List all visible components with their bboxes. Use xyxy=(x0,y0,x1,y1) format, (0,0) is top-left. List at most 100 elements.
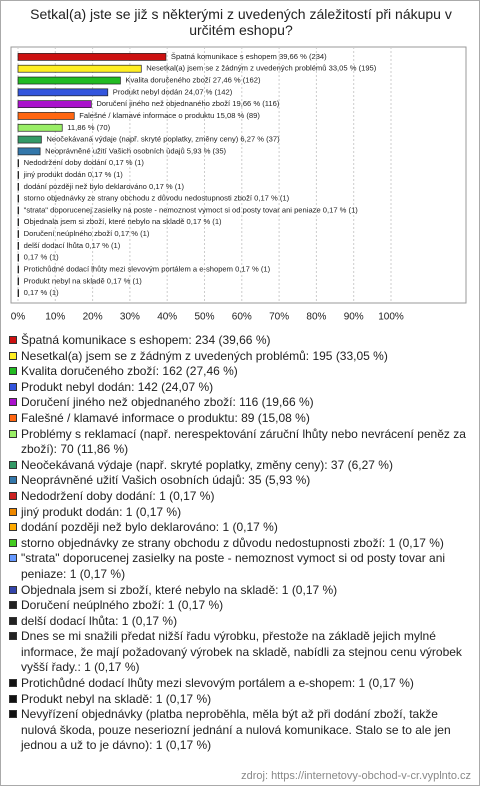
bar-label: Produkt nebyl dodán 24,07 % (142) xyxy=(113,87,233,96)
legend-swatch xyxy=(9,491,17,500)
legend-swatch xyxy=(9,679,17,688)
legend-item: Doručení neúplného zboží: 1 (0,17 %) xyxy=(9,598,475,614)
legend-swatch xyxy=(9,616,17,625)
bar xyxy=(17,135,42,144)
legend-item: Neočekávaná výdaje (např. skryté poplatk… xyxy=(9,458,475,474)
legend-label: Nedodržení doby dodání: 1 (0,17 %) xyxy=(21,488,215,503)
bar-label: Doručení neúplného zboží 0,17 % (1) xyxy=(24,229,150,238)
bar xyxy=(17,100,92,108)
x-tick-label: 100% xyxy=(378,312,404,323)
legend-swatch xyxy=(9,585,17,594)
legend-swatch xyxy=(9,476,17,485)
bar xyxy=(17,159,19,168)
chart-title: Setkal(a) jste se již s některými z uved… xyxy=(30,6,452,38)
bar xyxy=(17,76,121,85)
legend-item: Nedodržení doby dodání: 1 (0,17 %) xyxy=(9,489,475,505)
bar-label: jiný produkt dodán 0,17 % (1) xyxy=(23,170,124,179)
legend-label: Doručení neúplného zboží: 1 (0,17 %) xyxy=(21,598,224,613)
bar xyxy=(17,265,19,274)
legend-label: Problémy s reklamací (např. nerespektová… xyxy=(21,426,466,457)
legend-label: Produkt nebyl na skladě: 1 (0,17 %) xyxy=(21,691,212,706)
bar xyxy=(17,230,19,238)
legend-label: jiný produkt dodán: 1 (0,17 %) xyxy=(21,504,182,519)
x-tick-label: 20% xyxy=(83,312,103,323)
legend-swatch xyxy=(9,367,17,376)
legend-label: storno objednávky ze strany obchodu z dů… xyxy=(21,535,444,550)
bar-label: Falešné / klamavé informace o produktu 1… xyxy=(79,111,260,120)
bar-label: delší dodací lhůta 0,17 % (1) xyxy=(24,241,121,250)
x-tick-label: 80% xyxy=(306,312,326,323)
legend-label: Produkt nebyl dodán: 142 (24,07 %) xyxy=(21,379,214,394)
legend-swatch xyxy=(9,460,17,469)
bar-label: Nesetkal(a) jsem se z žádným z uvedených… xyxy=(146,64,377,73)
source: zdroj: https://internetovy-obchod-v-cr.v… xyxy=(241,770,471,782)
legend-item: Kvalita doručeného zboží: 162 (27,46 %) xyxy=(9,364,475,380)
bar-label: Kvalita doručeného zboží 27,46 % (162) xyxy=(125,76,261,85)
legend-swatch xyxy=(9,601,17,610)
x-tick-label: 0% xyxy=(11,312,26,323)
bar xyxy=(17,112,75,120)
bar xyxy=(17,218,19,227)
legend-item: Dnes se mi snažili předat nižší řadu výr… xyxy=(9,629,475,676)
legend-label: Falešné / klamavé informace o produktu: … xyxy=(21,410,310,425)
x-tick-label: 40% xyxy=(157,312,177,323)
legend-label: Neoprávněné užití Vašich osobních údajů:… xyxy=(21,473,311,488)
x-tick-label: 90% xyxy=(344,312,364,323)
legend-item: Problémy s reklamací (např. nerespektová… xyxy=(9,427,475,458)
legend-item: Nesetkal(a) jsem se z žádným z uvedených… xyxy=(9,349,475,365)
x-tick-label: 50% xyxy=(194,312,214,323)
bar-label: Protichůdné dodací lhůty mezi slevovým p… xyxy=(24,264,271,273)
legend-label: Nevyřízení objednávky (platba neproběhla… xyxy=(21,707,451,753)
legend-label: Špatná komunikace s eshopem: 234 (39,66 … xyxy=(21,333,271,347)
legend-label: Objednala jsem si zboží, které nebylo na… xyxy=(21,582,338,597)
legend-label: Doručení jiného než objednaného zboží: 1… xyxy=(21,395,314,410)
bar xyxy=(17,194,19,203)
legend-swatch xyxy=(9,429,17,438)
bar xyxy=(17,242,19,250)
bar-label: Nedodržení doby dodání 0,17 % (1) xyxy=(24,158,145,167)
legend-swatch xyxy=(9,694,17,703)
legend-swatch xyxy=(9,336,17,344)
legend-item: Produkt nebyl dodán: 142 (24,07 %) xyxy=(9,380,475,396)
legend-item: Nevyřízení objednávky (platba neproběhla… xyxy=(9,707,475,754)
bar-label: 0,17 % (1) xyxy=(24,253,60,262)
x-tick-label: 10% xyxy=(45,312,65,323)
bar-label: dodání později než bylo deklarováno 0,17… xyxy=(24,182,185,191)
legend-item: "strata" doporucenej zasielky na poste -… xyxy=(9,551,475,582)
bar-label: 11,86 % (70) xyxy=(67,123,110,132)
legend-item: Objednala jsem si zboží, které nebylo na… xyxy=(9,583,475,599)
legend-item: Falešné / klamavé informace o produktu: … xyxy=(9,411,475,427)
bar xyxy=(17,182,19,191)
bar-label: Objednala jsem si zboží, které nebylo na… xyxy=(24,217,222,226)
bar-label: storno objednávky ze strany obchodu z dů… xyxy=(24,194,290,203)
legend-item: jiný produkt dodán: 1 (0,17 %) xyxy=(9,505,475,521)
bar xyxy=(17,171,19,179)
bar-label: Doručení jiného než objednaného zboží 19… xyxy=(96,99,280,108)
x-tick-label: 30% xyxy=(120,312,140,323)
legend-label: Kvalita doručeného zboží: 162 (27,46 %) xyxy=(21,364,238,379)
legend-swatch xyxy=(9,398,17,407)
legend-swatch xyxy=(9,507,17,516)
legend-swatch xyxy=(9,710,17,719)
legend-label: Nesetkal(a) jsem se z žádným z uvedených… xyxy=(21,348,388,363)
bar xyxy=(17,277,19,286)
bar xyxy=(17,53,167,61)
legend-item: Doručení jiného než objednaného zboží: 1… xyxy=(9,395,475,411)
legend-label: Protichůdné dodací lhůty mezi slevovým p… xyxy=(21,676,414,691)
legend-swatch xyxy=(9,382,17,391)
chart: 0% 10% 20% 30% 40% 50% 60% 70% 80% 90% 100% Špatná … xyxy=(10,46,467,323)
bar-label: 0,17 % (1) xyxy=(24,288,60,297)
x-tick-label: 60% xyxy=(232,312,252,323)
bar-label: Neoprávněné užití Vašich osobních údajů … xyxy=(45,146,226,155)
bar xyxy=(17,123,63,132)
bar xyxy=(17,206,19,215)
legend-swatch xyxy=(9,523,17,532)
bar-label: "strata" doporucenej zasielky na poste -… xyxy=(24,205,359,214)
legend-swatch xyxy=(9,413,17,422)
legend-item: Špatná komunikace s eshopem: 234 (39,66 … xyxy=(9,333,475,349)
bar xyxy=(17,289,19,297)
legend-swatch xyxy=(9,632,17,641)
legend-item: Neoprávněné užití Vašich osobních údajů:… xyxy=(9,473,475,489)
legend-label: dodání později než bylo deklarováno: 1 (… xyxy=(21,520,278,535)
